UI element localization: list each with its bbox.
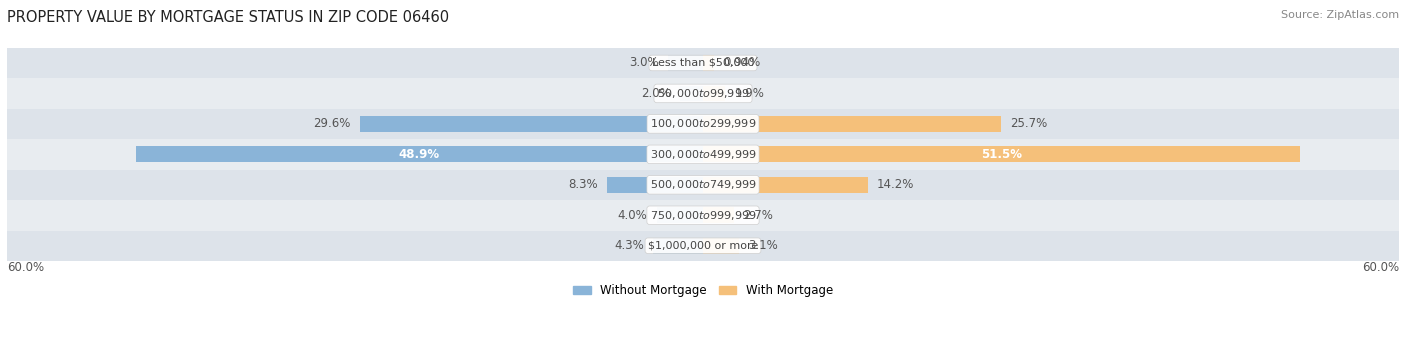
Text: 14.2%: 14.2% xyxy=(877,178,914,191)
Text: 8.3%: 8.3% xyxy=(568,178,598,191)
Bar xyxy=(7,139,1399,170)
Bar xyxy=(7,170,1399,200)
Text: 51.5%: 51.5% xyxy=(981,148,1022,161)
Bar xyxy=(703,55,714,71)
Text: $100,000 to $299,999: $100,000 to $299,999 xyxy=(650,117,756,131)
Text: Source: ZipAtlas.com: Source: ZipAtlas.com xyxy=(1281,10,1399,20)
Text: 1.9%: 1.9% xyxy=(734,87,765,100)
Bar xyxy=(7,231,1399,261)
Legend: Without Mortgage, With Mortgage: Without Mortgage, With Mortgage xyxy=(568,279,838,302)
Text: 29.6%: 29.6% xyxy=(314,117,350,131)
Text: 2.0%: 2.0% xyxy=(641,87,671,100)
Bar xyxy=(679,86,703,101)
Text: $500,000 to $749,999: $500,000 to $749,999 xyxy=(650,178,756,191)
Text: 3.1%: 3.1% xyxy=(748,239,778,252)
Bar xyxy=(7,109,1399,139)
Text: 3.0%: 3.0% xyxy=(630,56,659,69)
Bar xyxy=(7,48,1399,78)
Bar xyxy=(703,207,734,223)
Bar xyxy=(703,238,740,254)
Text: Less than $50,000: Less than $50,000 xyxy=(652,58,754,68)
Bar xyxy=(136,147,703,162)
Bar xyxy=(7,200,1399,231)
Bar xyxy=(668,55,703,71)
Text: PROPERTY VALUE BY MORTGAGE STATUS IN ZIP CODE 06460: PROPERTY VALUE BY MORTGAGE STATUS IN ZIP… xyxy=(7,10,449,25)
Bar xyxy=(703,147,1301,162)
Text: $750,000 to $999,999: $750,000 to $999,999 xyxy=(650,209,756,222)
Text: 4.0%: 4.0% xyxy=(617,209,647,222)
Text: $50,000 to $99,999: $50,000 to $99,999 xyxy=(657,87,749,100)
Text: $1,000,000 or more: $1,000,000 or more xyxy=(648,241,758,251)
Text: 60.0%: 60.0% xyxy=(7,261,44,274)
Text: 60.0%: 60.0% xyxy=(1362,261,1399,274)
Text: 4.3%: 4.3% xyxy=(614,239,644,252)
Text: $300,000 to $499,999: $300,000 to $499,999 xyxy=(650,148,756,161)
Text: 25.7%: 25.7% xyxy=(1011,117,1047,131)
Text: 48.9%: 48.9% xyxy=(399,148,440,161)
Bar xyxy=(703,86,725,101)
Bar xyxy=(360,116,703,132)
Bar xyxy=(607,177,703,193)
Bar xyxy=(654,238,703,254)
Text: 2.7%: 2.7% xyxy=(744,209,773,222)
Text: 0.94%: 0.94% xyxy=(723,56,761,69)
Bar xyxy=(657,207,703,223)
Bar xyxy=(7,78,1399,109)
Bar xyxy=(703,177,868,193)
Bar xyxy=(703,116,1001,132)
